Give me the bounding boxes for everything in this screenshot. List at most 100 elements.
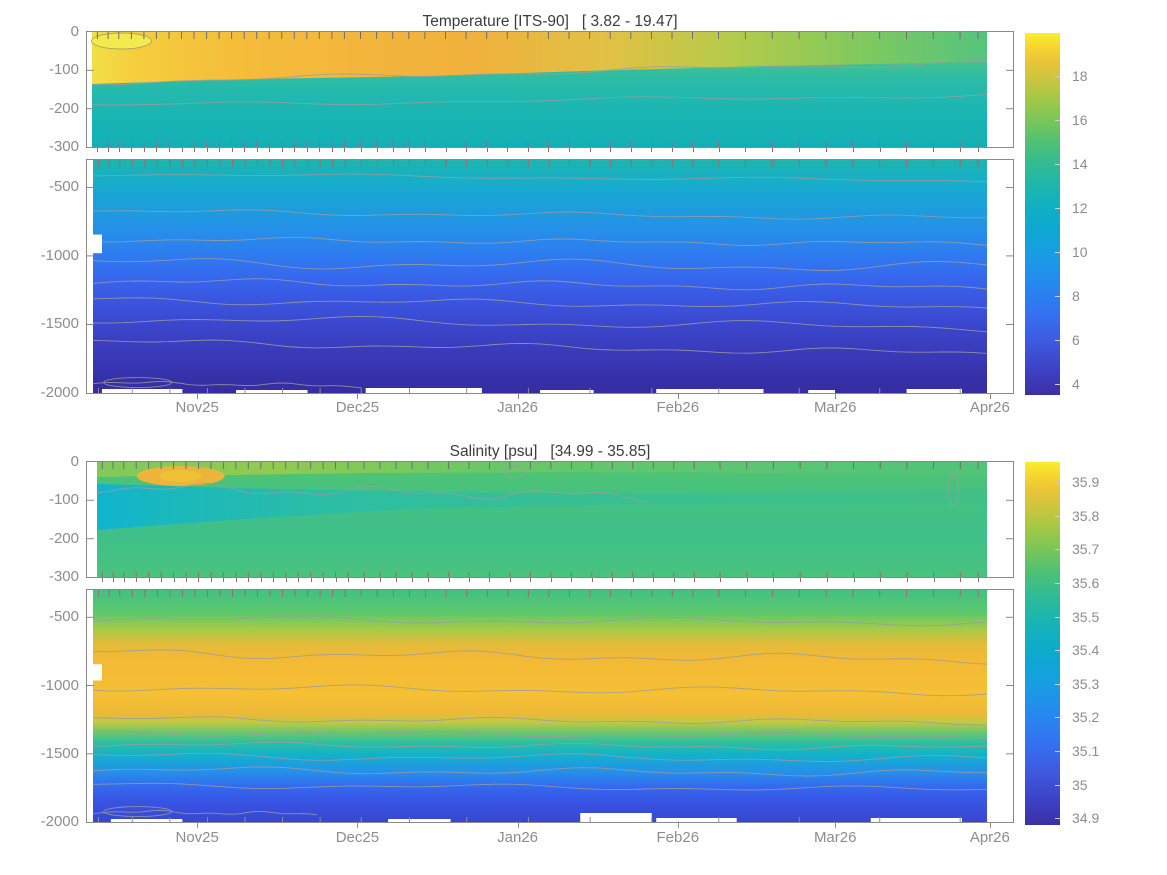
event-tick: [380, 578, 382, 582]
event-tick: [825, 148, 827, 152]
x-tick-mark: [357, 823, 359, 828]
event-tick: [610, 148, 612, 152]
colorbar-tick-label: 10: [1072, 243, 1088, 260]
colorbar-tick-label: 8: [1072, 287, 1080, 304]
event-tick: [181, 148, 183, 152]
y-tick-label: -1000: [40, 676, 79, 694]
event-tick: [692, 148, 694, 152]
event-tick: [306, 148, 308, 152]
salinity-colorbar: [1025, 462, 1060, 825]
event-tick: [507, 148, 509, 152]
salinity-chart-title: Salinity [psu] [34.99 - 35.85]: [449, 443, 651, 460]
event-tick: [344, 148, 346, 152]
event-tick: [143, 148, 145, 152]
colorbar-tick-mark: [1055, 295, 1060, 297]
event-tick: [364, 578, 365, 582]
x-tick-mark: [517, 394, 519, 399]
colorbar-tick-label: 35.7: [1072, 541, 1100, 558]
colorbar-tick-mark: [1055, 683, 1060, 685]
event-tick: [235, 578, 237, 582]
colorbar-tick-mark: [1055, 784, 1060, 786]
event-tick: [123, 578, 125, 582]
event-tick: [569, 148, 571, 152]
event-tick: [281, 148, 283, 152]
x-tick-label: Feb26: [656, 399, 700, 416]
event-tick: [720, 578, 721, 582]
y-tick-label: 0: [70, 453, 79, 470]
event-tick: [294, 148, 296, 152]
event-tick: [206, 148, 208, 152]
event-tick: [428, 578, 430, 582]
colorbar-tick-mark: [1055, 482, 1060, 484]
event-tick: [651, 148, 653, 152]
event-tick: [486, 148, 488, 152]
colorbar-tick-mark: [1055, 650, 1060, 652]
colorbar-tick-mark: [1055, 207, 1060, 209]
event-tick: [571, 578, 573, 582]
event-tick: [256, 148, 258, 152]
event-tick: [186, 578, 187, 582]
salinity-upper-panel: [86, 461, 1014, 578]
event-tick: [396, 578, 398, 582]
event-tick: [718, 148, 720, 152]
event-tick: [671, 148, 673, 152]
y-tick-label: -200: [48, 99, 79, 117]
colorbar-tick-mark: [1055, 616, 1060, 618]
colorbar-tick-label: 18: [1072, 67, 1088, 84]
y-tick-label: -2000: [40, 384, 79, 401]
event-tick: [131, 148, 133, 152]
x-tick-mark: [989, 823, 991, 828]
x-tick-label: Jan26: [497, 829, 539, 846]
colorbar-tick-mark: [1055, 163, 1060, 165]
event-tick: [323, 578, 325, 582]
colorbar-tick-mark: [1055, 717, 1060, 719]
x-tick-mark: [517, 823, 519, 828]
event-tick: [448, 578, 450, 582]
event-tick: [108, 148, 110, 152]
event-tick: [136, 578, 138, 582]
event-tick: [960, 578, 962, 582]
colorbar-tick-label: 4: [1072, 375, 1080, 392]
x-tick-label: Feb26: [656, 829, 700, 846]
event-tick: [509, 578, 511, 582]
event-tick: [331, 148, 333, 152]
event-tick: [347, 578, 349, 582]
temperature-lower-panel: [86, 159, 1014, 394]
event-tick: [194, 148, 196, 152]
event-tick: [746, 578, 748, 582]
event-tick: [424, 148, 426, 152]
event-tick: [412, 578, 414, 582]
x-tick-label: Mar26: [813, 399, 857, 416]
event-tick: [285, 578, 287, 582]
x-tick-label: Dec25: [335, 399, 380, 416]
colorbar-tick-label: 35.9: [1072, 474, 1100, 491]
event-tick: [156, 148, 158, 152]
event-tick: [673, 578, 675, 582]
y-tick-label: -1000: [40, 246, 79, 264]
x-tick-label: Jan26: [497, 399, 539, 416]
event-tick: [548, 148, 550, 152]
event-tick: [960, 148, 962, 152]
event-tick: [392, 148, 394, 152]
y-tick-label: -300: [48, 568, 79, 585]
colorbar-tick-label: 35.3: [1072, 675, 1100, 692]
event-tick: [148, 578, 150, 582]
event-tick: [773, 578, 775, 582]
y-tick-label: -100: [48, 491, 79, 509]
event-tick: [933, 578, 935, 582]
event-tick: [97, 148, 99, 152]
colorbar-tick-label: 35.4: [1072, 642, 1100, 659]
colorbar-tick-label: 35.8: [1072, 507, 1100, 524]
event-tick: [445, 148, 447, 152]
event-tick: [231, 148, 233, 152]
x-tick-mark: [835, 823, 837, 828]
x-tick-mark: [989, 394, 991, 399]
colorbar-tick-mark: [1055, 751, 1060, 753]
colorbar-tick-label: 16: [1072, 111, 1088, 128]
x-tick-mark: [197, 823, 199, 828]
x-tick-mark: [357, 394, 359, 399]
colorbar-tick-label: 34.9: [1072, 810, 1100, 827]
event-tick: [745, 148, 747, 152]
